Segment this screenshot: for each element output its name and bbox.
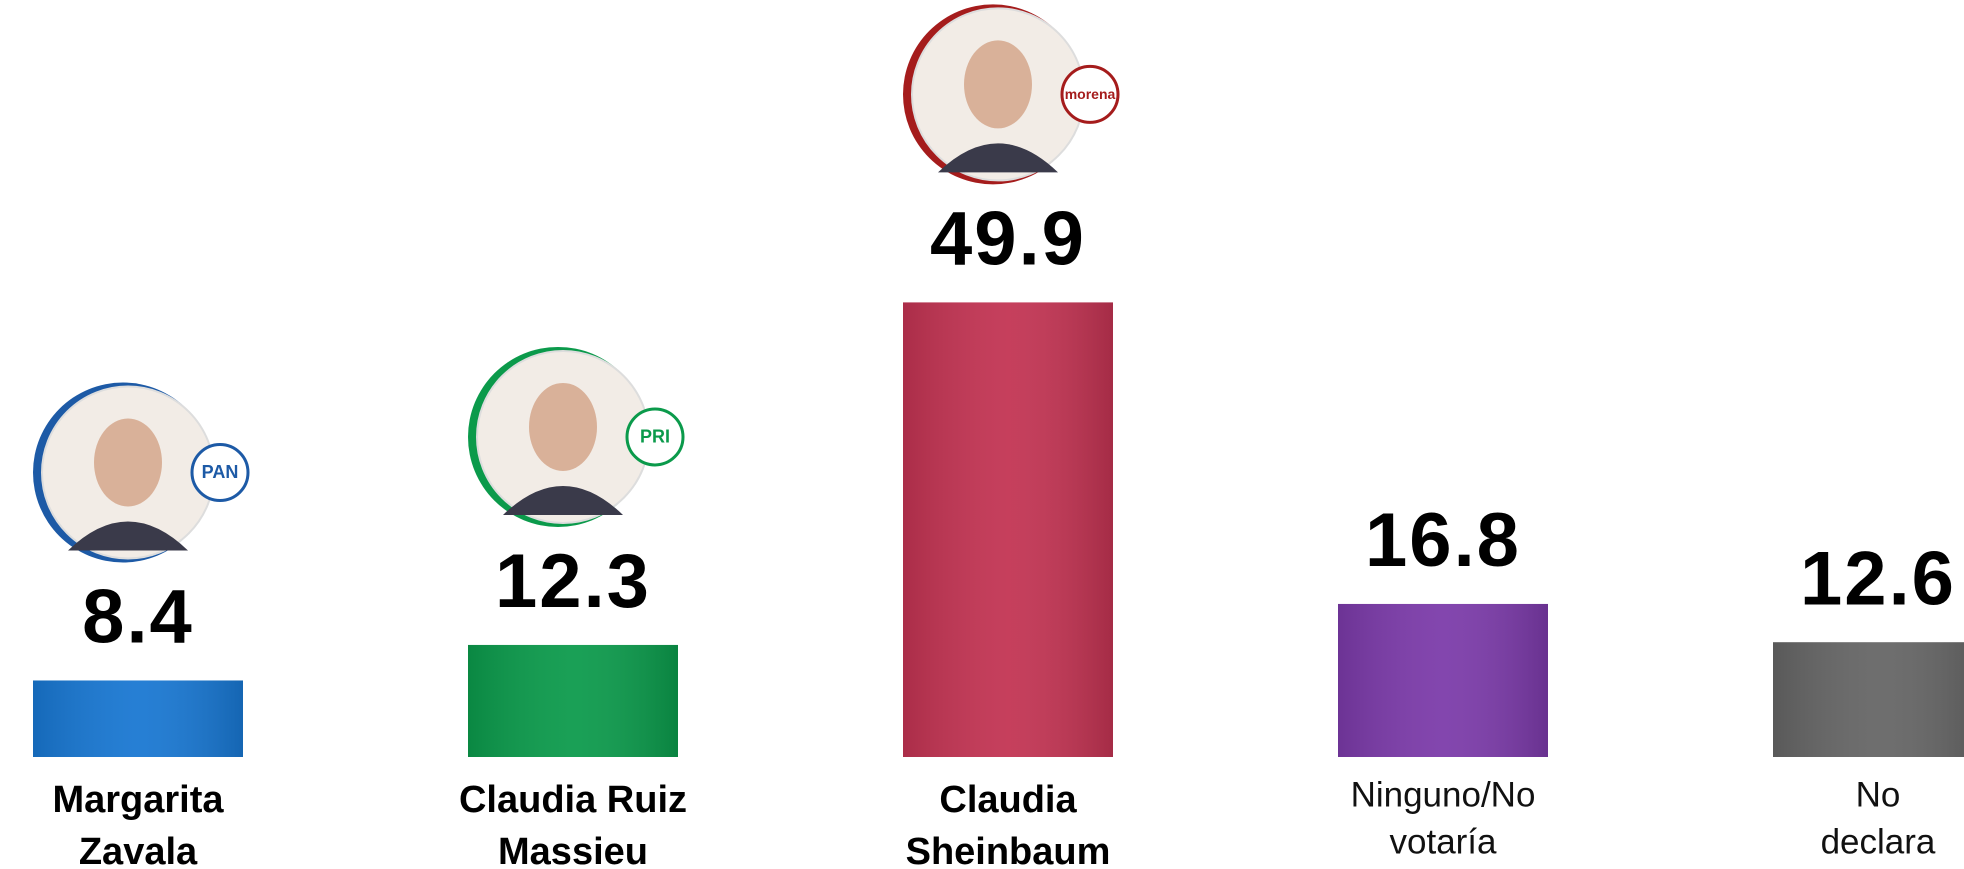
photo-body xyxy=(503,485,623,515)
category-label: Claudia xyxy=(939,779,1077,821)
value-label: 16.8 xyxy=(1365,498,1521,583)
party-name: PAN xyxy=(202,462,239,482)
party-name: morena xyxy=(1065,86,1116,102)
value-label: 8.4 xyxy=(82,575,194,660)
category-label: Sheinbaum xyxy=(906,831,1111,869)
category-label: Margarita xyxy=(52,779,224,821)
category-label: votaría xyxy=(1390,822,1498,861)
photo-face xyxy=(94,418,162,507)
bar-shade xyxy=(1773,642,1964,757)
bar-shade xyxy=(903,302,1113,757)
party-name: PRI xyxy=(640,427,670,447)
category-label: Claudia Ruiz xyxy=(459,779,687,821)
photo-body xyxy=(68,521,188,551)
bar-shade xyxy=(1338,603,1548,757)
category-label: Ninguno/No xyxy=(1351,775,1536,814)
party-logo xyxy=(625,407,685,467)
value-label: 12.3 xyxy=(495,539,651,624)
category-label: Massieu xyxy=(498,831,648,869)
bar-shade xyxy=(468,644,678,757)
category-label: No xyxy=(1856,775,1901,814)
party-logo xyxy=(1060,64,1120,124)
photo-face xyxy=(529,382,597,471)
photo-body xyxy=(938,143,1058,173)
category-label: Zavala xyxy=(79,831,198,869)
photo-face xyxy=(964,40,1032,129)
category-label: declara xyxy=(1821,822,1936,861)
party-logo xyxy=(190,442,250,502)
value-label: 49.9 xyxy=(930,196,1086,281)
bar-shade xyxy=(33,680,243,757)
value-label: 12.6 xyxy=(1800,536,1956,621)
